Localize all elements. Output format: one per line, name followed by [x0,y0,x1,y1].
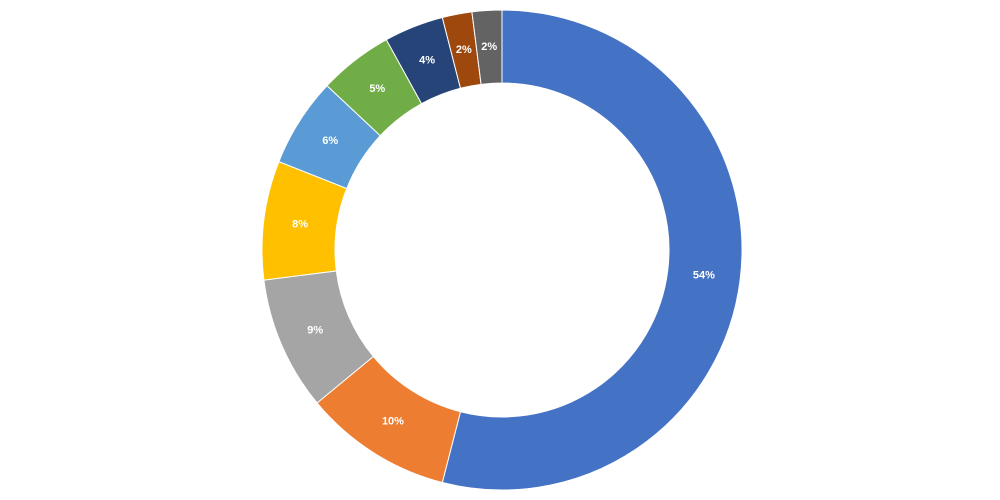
data-label: 6% [322,135,338,147]
donut-segment [441,9,743,491]
data-label: 2% [481,41,497,53]
donut-segment [471,9,503,85]
data-label: 54% [693,269,715,281]
data-label: 9% [307,325,323,337]
data-label: 5% [369,83,385,95]
data-label: 4% [419,55,435,67]
data-label: 8% [292,218,308,230]
data-label: 2% [456,44,472,56]
data-label: 10% [382,416,404,428]
